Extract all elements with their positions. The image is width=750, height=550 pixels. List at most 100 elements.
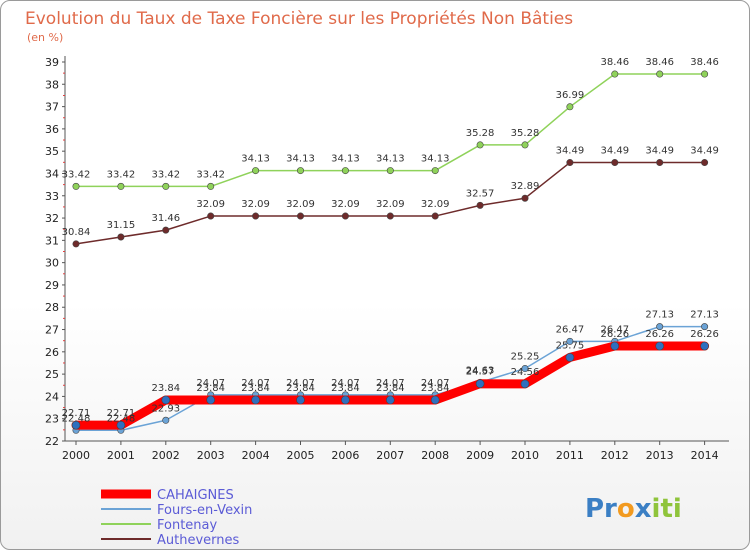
data-point	[206, 395, 215, 405]
legend-label: CAHAIGNES	[157, 488, 234, 503]
legend-label: Fontenay	[157, 518, 218, 533]
data-label: 31.46	[151, 213, 180, 224]
data-label: 24.63	[466, 365, 495, 376]
data-point	[656, 323, 664, 331]
data-label: 33.42	[196, 169, 225, 180]
data-label: 34.13	[286, 154, 315, 165]
data-point	[72, 240, 80, 248]
data-point	[117, 233, 125, 241]
data-label: 23.84	[376, 383, 405, 394]
data-label: 22.48	[107, 413, 136, 424]
data-label: 34.49	[556, 146, 585, 157]
y-tick-label: 33	[45, 190, 59, 203]
data-label: 22.71	[62, 408, 91, 419]
data-point	[476, 201, 484, 209]
brand-logo: Proxiti	[585, 494, 682, 524]
data-point	[252, 167, 260, 175]
y-tick-label: 25	[45, 368, 59, 381]
y-tick-label: 36	[45, 123, 59, 136]
data-label: 24.07	[376, 378, 405, 389]
data-point	[386, 212, 394, 220]
data-point	[296, 212, 304, 220]
x-tick-label: 2004	[242, 449, 270, 462]
data-point	[611, 70, 619, 78]
data-point	[566, 337, 574, 345]
data-point	[296, 167, 304, 175]
data-label: 32.89	[511, 181, 540, 192]
y-tick-label: 23	[45, 413, 59, 426]
x-tick-label: 2011	[556, 449, 584, 462]
data-point	[251, 395, 260, 405]
y-tick-label: 32	[45, 212, 59, 225]
x-tick-label: 2006	[331, 449, 359, 462]
y-tick-label: 29	[45, 279, 59, 292]
x-tick-label: 2012	[601, 449, 629, 462]
data-label: 23.84	[196, 383, 225, 394]
data-point	[341, 395, 350, 405]
data-label: 32.09	[376, 199, 405, 210]
x-tick-label: 2002	[152, 449, 180, 462]
x-tick-label: 2000	[62, 449, 90, 462]
data-point	[521, 365, 529, 373]
data-label: 33.42	[151, 169, 180, 180]
data-point	[71, 420, 81, 430]
data-point	[700, 341, 709, 351]
data-label: 33.42	[62, 169, 91, 180]
x-tick-label: 2003	[197, 449, 225, 462]
data-point	[430, 395, 440, 405]
data-label: 35.28	[466, 128, 495, 139]
logo-part-1: Pr	[585, 494, 617, 524]
data-label: 34.13	[331, 154, 360, 165]
data-point	[611, 159, 619, 167]
data-label: 25.75	[556, 340, 585, 351]
y-tick-label: 26	[45, 346, 59, 359]
data-label: 31.15	[107, 220, 136, 231]
series-layer	[71, 70, 710, 434]
data-label: 34.13	[376, 154, 405, 165]
data-label: 25.25	[511, 352, 540, 363]
data-label: 34.49	[600, 146, 629, 157]
data-point	[656, 70, 664, 78]
x-tick-label: 2010	[511, 449, 539, 462]
data-label: 34.13	[241, 154, 270, 165]
data-label: 34.49	[690, 146, 719, 157]
data-label: 33.42	[107, 169, 136, 180]
data-label: 24.56	[511, 367, 540, 378]
data-point	[655, 341, 665, 351]
data-point	[475, 379, 485, 389]
data-point	[521, 141, 529, 149]
data-point	[385, 395, 395, 405]
chart-subtitle: (en %)	[27, 31, 63, 44]
data-point	[521, 194, 529, 202]
data-label: 26.26	[645, 329, 674, 340]
legend-label: Fours-en-Vexin	[157, 503, 252, 518]
data-point	[565, 353, 575, 362]
x-tick-label: 2007	[376, 449, 404, 462]
x-tick-label: 2014	[691, 449, 719, 462]
data-label: 23.84	[151, 383, 180, 394]
data-point	[117, 182, 125, 190]
y-tick-label: 39	[45, 56, 59, 69]
data-label: 26.26	[690, 329, 719, 340]
data-point	[701, 159, 709, 167]
data-point	[252, 212, 260, 220]
data-point	[476, 141, 484, 149]
data-point	[520, 379, 530, 389]
data-point	[72, 182, 80, 190]
data-point	[566, 103, 574, 111]
logo-part-3: x	[635, 494, 652, 524]
data-point	[162, 416, 170, 424]
legend: CAHAIGNESFours-en-VexinFontenayAuthevern…	[101, 488, 252, 548]
y-tick-label: 24	[45, 390, 59, 403]
data-point	[296, 395, 305, 405]
y-tick-label: 28	[45, 301, 59, 314]
data-label: 24.07	[421, 378, 450, 389]
data-point	[701, 70, 709, 78]
data-label: 26.47	[556, 324, 585, 335]
data-point	[207, 212, 215, 220]
x-tick-label: 2005	[287, 449, 315, 462]
y-tick-label: 38	[45, 78, 59, 91]
data-point	[431, 167, 439, 175]
svg-text:Proxiti: Proxiti	[585, 494, 682, 524]
